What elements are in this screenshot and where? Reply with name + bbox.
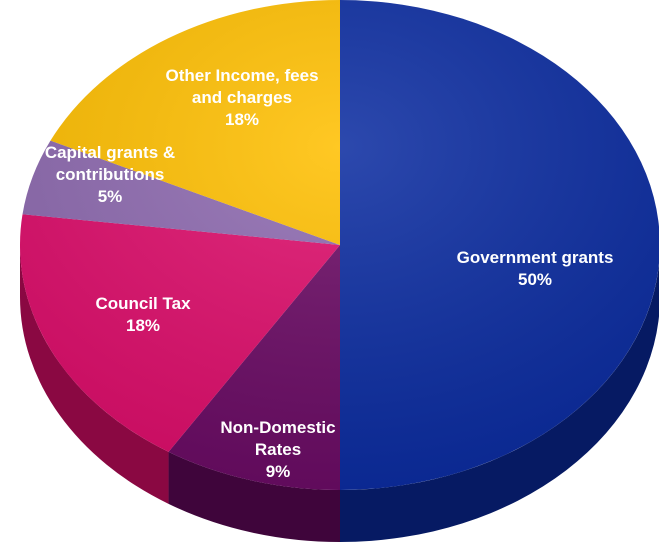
pie-slice-name-1: Rates [255, 440, 301, 459]
pie-slice-label-1: Non-Domestic Rates 9% [220, 418, 335, 481]
pie-slice-label-3: Capital grants & contributions 5% [45, 143, 175, 206]
pie-labels: Government grants 50% Non-Domestic Rates 9% C… [45, 66, 614, 481]
pie-slice-label-2: Council Tax 18% [95, 294, 191, 335]
pie-slice-value-4: 18% [225, 110, 259, 129]
pie-slice-name-2: Council Tax [95, 294, 191, 313]
pie-slice-value-1: 9% [266, 462, 291, 481]
pie-slice-label-0: Government grants 50% [457, 248, 614, 289]
pie-slice-name-4: Other Income, fees [165, 66, 318, 85]
pie-slice-value-3: 5% [98, 187, 123, 206]
pie-slice-value-0: 50% [518, 270, 552, 289]
pie-slice-side-2 [20, 245, 169, 504]
pie-slice-value-2: 18% [126, 316, 160, 335]
pie-slice-name-3: Capital grants & [45, 143, 175, 162]
pie-top-layer [19, 0, 659, 490]
pie-slice-name-0: Government grants [457, 248, 614, 267]
pie-shine [20, 0, 659, 490]
pie-slice-name-3: contributions [56, 165, 165, 184]
pie-slice-side-1 [168, 451, 340, 542]
pie-slice-name-4: and charges [192, 88, 292, 107]
pie-slice-label-4: Other Income, fees and charges 18% [165, 66, 318, 129]
pie-slice-side-0 [340, 263, 659, 542]
pie-slice-name-1: Non-Domestic [220, 418, 335, 437]
pie-depth-layer [20, 245, 659, 542]
